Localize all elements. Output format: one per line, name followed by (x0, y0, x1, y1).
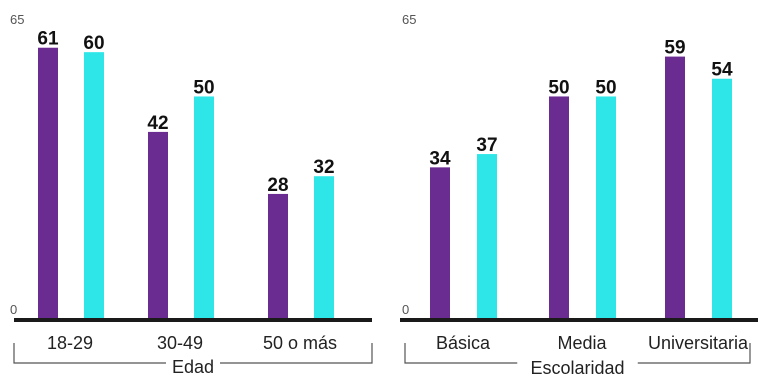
data-label: 28 (267, 175, 288, 196)
category-label: 30-49 (157, 333, 203, 353)
data-label: 60 (83, 33, 104, 54)
group-axis-label: Edad (172, 357, 214, 377)
bar-series-1 (430, 167, 450, 318)
y-tick-label: 65 (402, 12, 416, 27)
group-bracket (404, 343, 751, 364)
category-label: 18-29 (47, 333, 93, 353)
y-tick-label: 65 (10, 12, 24, 27)
bar-series-2 (712, 78, 732, 318)
data-label: 54 (711, 60, 733, 81)
group-axis-label: Escolaridad (530, 358, 624, 378)
bar-series-2 (84, 52, 104, 319)
data-label: 37 (476, 135, 497, 156)
category-label: Media (557, 333, 607, 353)
bar-series-2 (314, 176, 334, 318)
data-label: 50 (193, 77, 214, 98)
category-label: 50 o más (263, 333, 337, 353)
group-bracket (13, 343, 373, 364)
data-label: 34 (429, 148, 451, 169)
y-tick-label: 0 (10, 302, 17, 317)
chart-escolaridad: 65 0 34 50 59 37 50 54 Básica Media Universitaria E… (400, 12, 758, 378)
bar-series-2 (194, 96, 214, 318)
data-label: 32 (313, 157, 334, 178)
data-label: 50 (548, 77, 569, 98)
data-label: 59 (664, 38, 685, 59)
category-label: Universitaria (648, 333, 749, 353)
bar-series-2 (477, 154, 497, 318)
data-label: 61 (37, 29, 59, 50)
bar-series-1 (549, 96, 569, 318)
data-label: 42 (147, 113, 168, 134)
bar-series-1 (148, 131, 168, 318)
data-label: 50 (595, 77, 616, 98)
chart-edad: 65 0 61 42 28 60 50 32 18-29 30-49 50 o más Edad (10, 12, 373, 377)
bar-series-1 (38, 47, 58, 318)
y-tick-label: 0 (402, 302, 409, 317)
category-label: Básica (436, 333, 491, 353)
bar-series-1 (665, 56, 685, 318)
bar-series-1 (268, 193, 288, 318)
bar-series-2 (596, 96, 616, 318)
